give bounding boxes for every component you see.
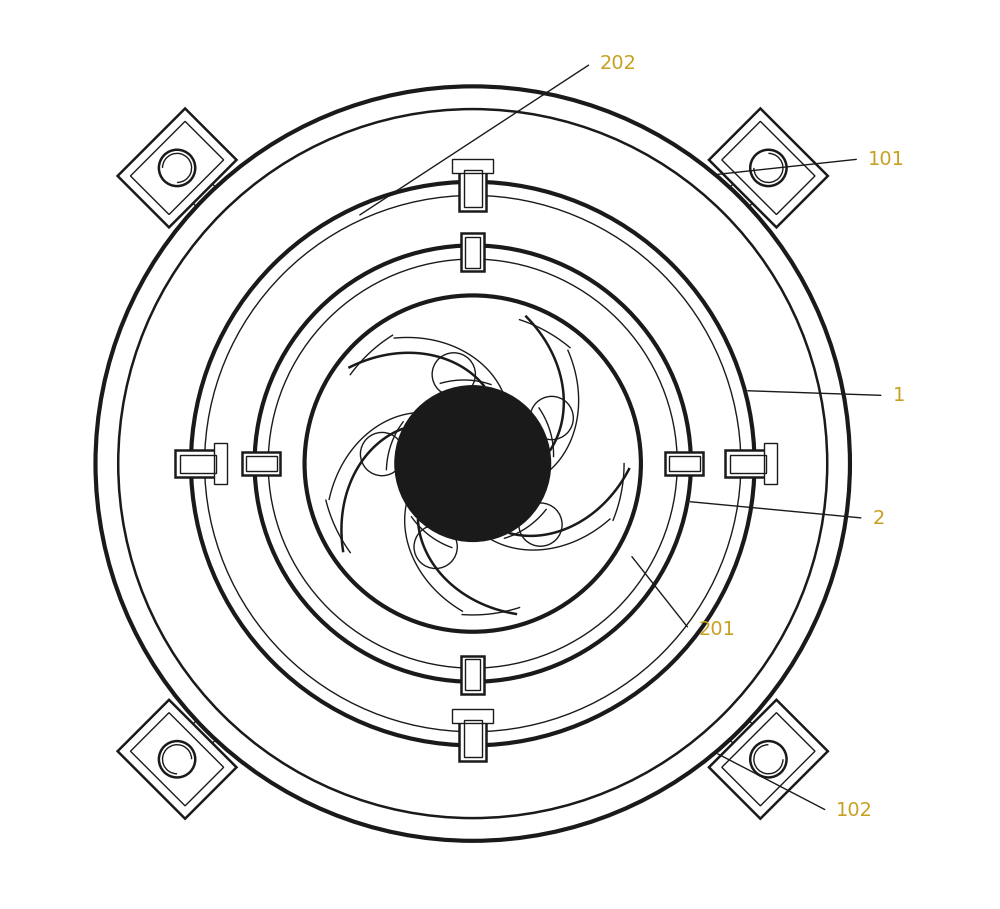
Bar [180, 454, 216, 473]
Bar [459, 166, 486, 212]
Bar [722, 713, 815, 806]
Bar [464, 171, 482, 207]
Bar [246, 455, 277, 471]
Circle shape [395, 386, 550, 541]
Bar [118, 108, 237, 227]
Bar [461, 234, 484, 272]
Bar [464, 720, 482, 756]
Bar [175, 450, 220, 477]
Bar [118, 700, 237, 819]
Text: 201: 201 [698, 620, 735, 638]
Bar [130, 713, 224, 806]
Bar [214, 443, 227, 484]
Text: 102: 102 [836, 802, 873, 820]
Bar [722, 121, 815, 215]
Bar [725, 450, 770, 477]
Bar [242, 452, 280, 474]
Bar [465, 236, 480, 268]
Bar [461, 656, 484, 694]
Text: 2: 2 [873, 509, 885, 527]
Bar [669, 456, 700, 472]
Bar [465, 660, 480, 691]
Bar [452, 159, 493, 173]
Text: 1: 1 [893, 386, 905, 405]
Bar [709, 108, 828, 227]
Bar [665, 453, 703, 475]
Text: 101: 101 [868, 150, 905, 168]
Bar [709, 700, 828, 819]
Text: 202: 202 [600, 55, 637, 73]
Bar [130, 121, 224, 215]
Bar [730, 454, 766, 473]
Bar [764, 444, 777, 484]
Bar [459, 716, 486, 762]
Bar [452, 709, 493, 723]
